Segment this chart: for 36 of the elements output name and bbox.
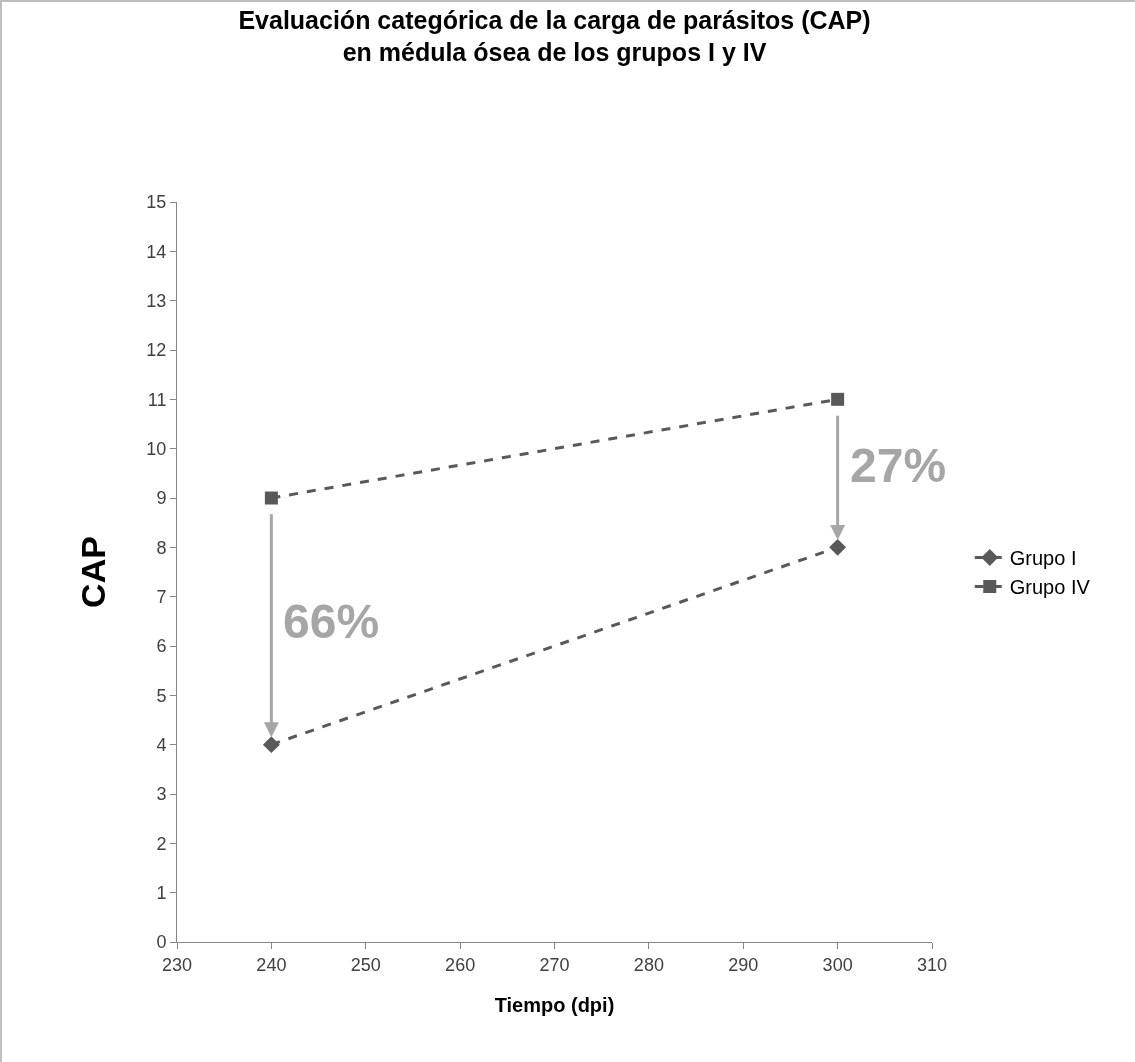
y-tick-label: 6: [156, 636, 167, 657]
x-axis-title: Tiempo (dpi): [494, 994, 615, 1016]
x-tick-label: 240: [256, 954, 287, 975]
y-tick-label: 11: [147, 389, 167, 410]
y-tick-label: 9: [156, 488, 167, 509]
y-tick-label: 14: [146, 241, 167, 262]
point: [264, 491, 278, 505]
y-tick-label: 15: [146, 192, 167, 213]
y-axis-title: CAP: [73, 536, 112, 608]
y-tick-label: 13: [146, 290, 167, 311]
y-tick-label: 2: [156, 833, 167, 854]
point: [829, 538, 847, 556]
y-tick-label: 0: [156, 932, 167, 953]
x-tick-label: 260: [445, 954, 476, 975]
y-tick-label: 10: [146, 438, 167, 459]
legend-label: Grupo I: [1009, 547, 1077, 570]
annotation: 27%: [850, 439, 947, 492]
point: [831, 392, 845, 406]
x-tick-label: 310: [916, 954, 948, 975]
y-tick-label: 7: [156, 586, 167, 607]
y-tick-label: 3: [156, 784, 167, 805]
x-tick-label: 300: [822, 954, 853, 975]
y-tick-label: 12: [146, 340, 167, 361]
x-tick-label: 290: [728, 954, 759, 975]
chart-title: Evaluación categórica de la carga de parásitos (CAP) en médula ósea de los grupos I y IV: [238, 5, 871, 67]
y-tick-label: 1: [156, 882, 167, 903]
x-tick-label: 280: [633, 954, 664, 975]
x-tick-label: 230: [161, 954, 193, 975]
x-tick-label: 270: [539, 954, 570, 975]
y-tick-label: 4: [156, 734, 167, 755]
y-tick-label: 5: [156, 685, 167, 706]
x-tick-label: 250: [350, 954, 381, 975]
legend-label: Grupo IV: [1009, 576, 1091, 599]
annotation: 66%: [283, 595, 380, 648]
y-tick-label: 8: [156, 537, 167, 558]
point: [262, 736, 280, 754]
